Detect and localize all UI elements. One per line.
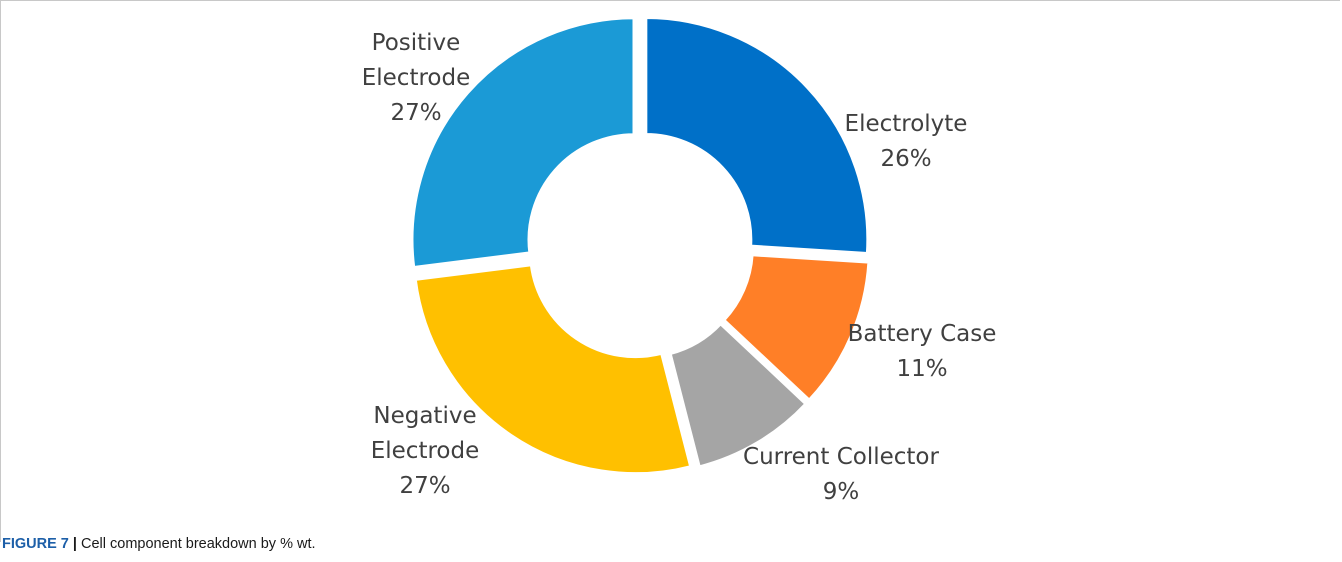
caption-text: Cell component breakdown by % wt. <box>81 536 316 552</box>
slice-label-value: 26% <box>880 146 931 172</box>
slice-labels: Electrolyte 26% Battery Case 11% Current Col… <box>362 30 997 505</box>
slice-label-name: Current Collector <box>743 444 939 470</box>
caption-figure-number: FIGURE 7 <box>2 536 69 552</box>
donut-chart: Electrolyte 26% Battery Case 11% Current Col… <box>362 16 997 505</box>
slice-label-value: 27% <box>399 473 450 499</box>
slice-label-current-collector: Current Collector 9% <box>743 444 939 505</box>
caption-separator: | <box>72 536 77 552</box>
figure-caption: FIGURE 7 | Cell component breakdown by %… <box>2 536 316 552</box>
slice-current-collector <box>668 321 809 469</box>
slice-label-negative-electrode: Negative Electrode 27% <box>371 403 480 499</box>
slice-label-name: Electrolyte <box>845 111 968 137</box>
slice-positive-electrode <box>410 16 636 270</box>
slice-label-positive-electrode: Positive Electrode 27% <box>362 30 471 126</box>
slice-label-value: 9% <box>823 479 860 505</box>
slice-label-value: 27% <box>390 100 441 126</box>
slice-label-electrolyte: Electrolyte 26% <box>845 111 968 172</box>
slice-electrolyte <box>644 16 870 256</box>
slice-label-name: Positive <box>372 30 461 56</box>
slice-label-name: Electrode <box>362 65 471 91</box>
slice-label-name: Electrode <box>371 438 480 464</box>
slice-label-value: 11% <box>896 356 947 382</box>
slice-battery-case <box>721 253 871 403</box>
donut-slices <box>410 16 871 476</box>
slice-label-battery-case: Battery Case 11% <box>848 321 997 382</box>
slice-label-name: Battery Case <box>848 321 997 347</box>
slice-label-name: Negative <box>373 403 476 429</box>
figure-frame <box>0 0 1340 542</box>
slice-negative-electrode <box>413 263 693 476</box>
